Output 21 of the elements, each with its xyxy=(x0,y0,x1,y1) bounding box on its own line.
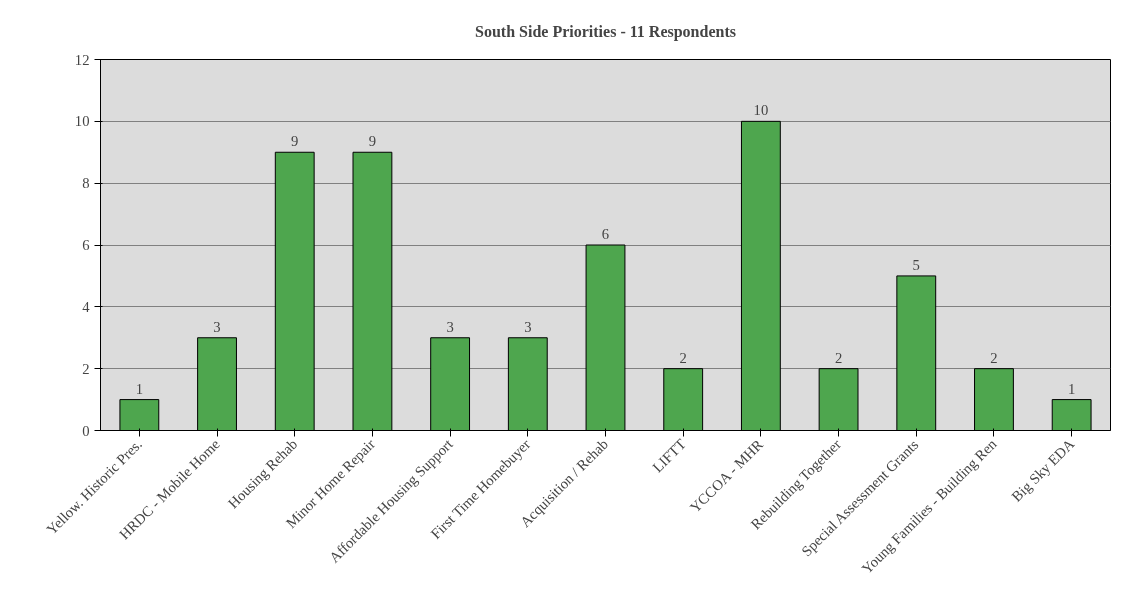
data-label: 1 xyxy=(1067,380,1076,397)
data-label: 6 xyxy=(601,226,610,242)
data-label: 3 xyxy=(524,318,532,335)
data-label: 3 xyxy=(213,318,221,335)
data-label: 9 xyxy=(291,133,299,150)
data-label: 1 xyxy=(135,380,144,397)
data-label: 2 xyxy=(834,349,843,366)
y-tick-label: 6 xyxy=(82,237,90,253)
y-tick-label: 10 xyxy=(74,113,90,130)
data-label: 2 xyxy=(990,349,998,366)
y-tick-label: 2 xyxy=(82,360,90,377)
data-label: 2 xyxy=(679,349,687,366)
y-tick-label: 12 xyxy=(74,51,90,68)
chart-title: South Side Priorities - 11 Respondents xyxy=(475,22,736,41)
y-tick-label: 8 xyxy=(82,175,90,192)
y-tick-label: 0 xyxy=(82,422,90,439)
data-label: 5 xyxy=(912,256,920,273)
y-tick-label: 4 xyxy=(82,298,91,315)
data-label: 9 xyxy=(368,133,377,150)
data-label: 3 xyxy=(446,318,454,335)
data-label: 10 xyxy=(753,102,769,119)
